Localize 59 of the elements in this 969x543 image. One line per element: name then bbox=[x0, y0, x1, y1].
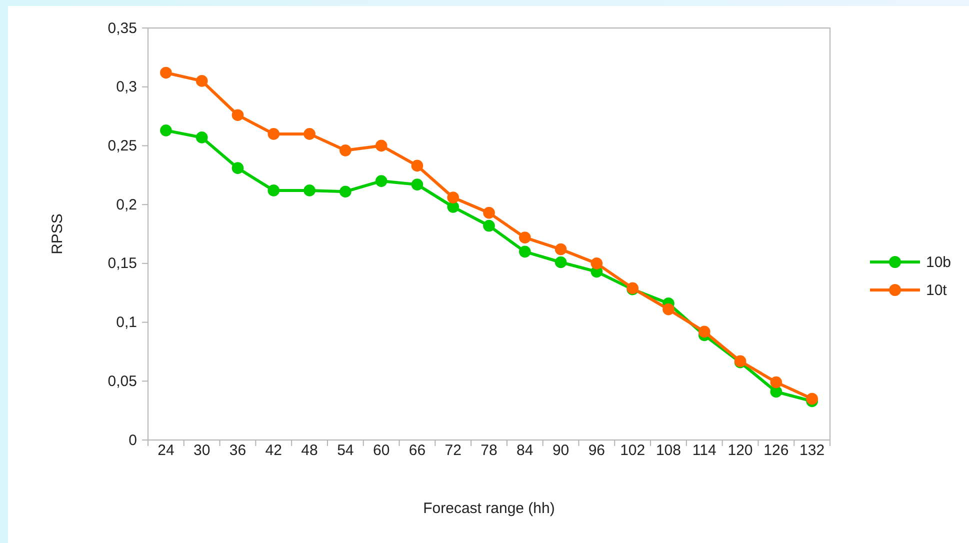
point bbox=[196, 75, 208, 87]
y-tick-label: 0,35 bbox=[108, 20, 137, 37]
point bbox=[590, 258, 603, 270]
x-tick-label: 42 bbox=[265, 442, 282, 459]
point bbox=[518, 246, 531, 258]
x-tick-label: 120 bbox=[728, 442, 753, 459]
x-tick-label: 96 bbox=[588, 442, 606, 459]
x-tick-label: 48 bbox=[301, 442, 318, 459]
point bbox=[160, 124, 172, 136]
y-axis-title: RPSS bbox=[49, 214, 66, 254]
x-tick-label: 78 bbox=[480, 442, 498, 459]
point bbox=[268, 128, 280, 140]
point bbox=[232, 109, 244, 122]
point bbox=[554, 256, 567, 268]
x-tick-label: 36 bbox=[229, 442, 246, 459]
x-axis-title: Forecast range (hh) bbox=[423, 500, 555, 517]
point bbox=[160, 66, 172, 79]
point bbox=[483, 220, 495, 232]
x-tick-label: 72 bbox=[444, 442, 462, 459]
point bbox=[304, 184, 316, 196]
point bbox=[483, 206, 495, 219]
y-tick-label: 0 bbox=[128, 432, 137, 449]
x-tick-label: 108 bbox=[656, 442, 681, 459]
point bbox=[662, 303, 674, 316]
point bbox=[375, 175, 388, 187]
x-tick-label: 102 bbox=[620, 442, 646, 459]
point bbox=[340, 144, 352, 156]
x-tick-label: 66 bbox=[408, 442, 426, 459]
x-tick-label: 24 bbox=[158, 442, 174, 459]
point bbox=[375, 140, 388, 152]
x-tick-label: 30 bbox=[194, 442, 210, 459]
y-tick-label: 0,3 bbox=[116, 78, 137, 96]
point bbox=[411, 178, 424, 190]
point bbox=[770, 376, 782, 388]
point bbox=[554, 243, 567, 256]
legend-label: 10b bbox=[926, 254, 952, 271]
x-tick-label: 60 bbox=[372, 442, 390, 459]
point bbox=[232, 162, 244, 174]
x-tick-label: 84 bbox=[516, 442, 534, 459]
point bbox=[340, 186, 352, 198]
y-tick-label: 0,2 bbox=[116, 196, 137, 214]
x-tick-label: 126 bbox=[764, 442, 789, 459]
x-tick-label: 132 bbox=[800, 442, 825, 459]
y-tick-label: 0,15 bbox=[108, 255, 137, 272]
point bbox=[518, 232, 531, 244]
point bbox=[411, 160, 424, 172]
point bbox=[268, 184, 280, 196]
y-tick-label: 0,05 bbox=[108, 372, 137, 390]
x-tick-label: 90 bbox=[552, 442, 570, 459]
x-tick-label: 54 bbox=[337, 442, 354, 459]
point bbox=[806, 392, 818, 405]
point bbox=[698, 326, 710, 338]
point bbox=[304, 128, 316, 140]
x-tick-label: 114 bbox=[692, 442, 716, 459]
legend-label: 10t bbox=[926, 282, 948, 299]
point bbox=[447, 192, 460, 204]
y-tick-label: 0,1 bbox=[116, 314, 137, 332]
y-tick-label: 0,25 bbox=[108, 138, 137, 155]
point bbox=[196, 132, 208, 144]
